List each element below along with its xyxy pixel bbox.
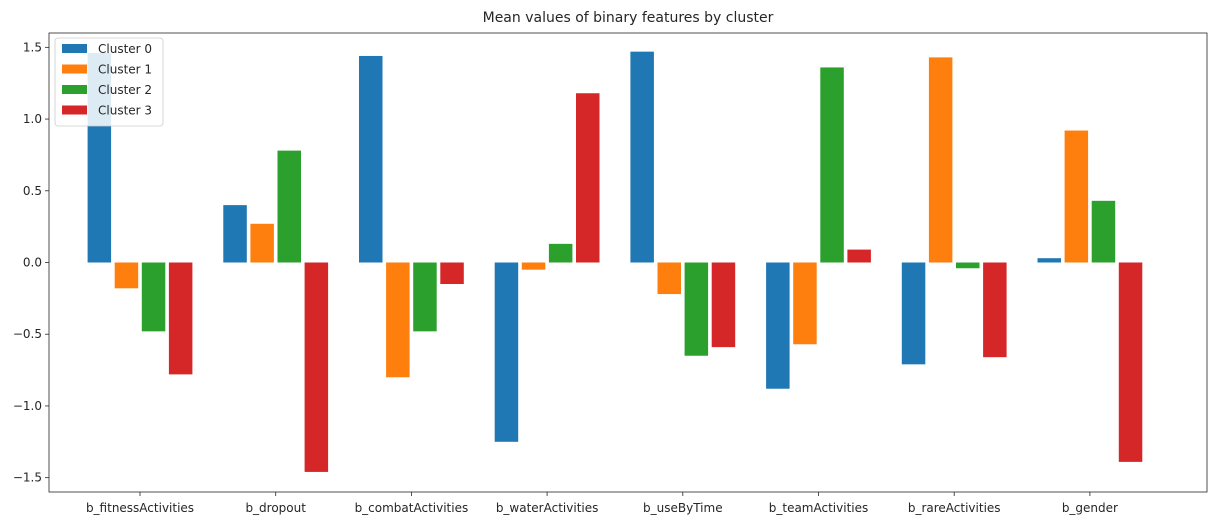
legend-swatch-cluster-1 bbox=[62, 64, 87, 74]
legend: Cluster 0 Cluster 1 Cluster 2 Cluster 3 bbox=[54, 37, 164, 127]
legend-swatch-cluster-2 bbox=[62, 85, 87, 94]
x-axis: b_fitnessActivities b_dropout b_combatActi… bbox=[86, 492, 1118, 515]
bar-cluster-1-b_combatActivities bbox=[386, 262, 410, 378]
x-tick-label: b_combatActivities bbox=[355, 501, 469, 515]
legend-swatch-cluster-0 bbox=[62, 44, 87, 53]
x-tick-label: b_waterActivities bbox=[496, 501, 599, 515]
bar-cluster-0-b_teamActivities bbox=[766, 262, 790, 389]
x-tick-label: b_fitnessActivities bbox=[86, 501, 194, 515]
x-tick-label: b_useByTime bbox=[643, 501, 723, 515]
bar-cluster-3-b_dropout bbox=[304, 262, 329, 472]
y-tick-label: 0.0 bbox=[23, 256, 42, 270]
y-axis: −1.5 −1.0 −0.5 0.0 0.5 1.0 1.5 bbox=[13, 40, 49, 485]
y-tick-label: 0.5 bbox=[23, 184, 42, 198]
legend-box bbox=[54, 37, 164, 127]
legend-label-cluster-1: Cluster 1 bbox=[98, 63, 152, 77]
bar-cluster-0-b_waterActivities bbox=[494, 262, 519, 442]
bar-cluster-1-b_dropout bbox=[250, 223, 274, 263]
bar-cluster-2-b_teamActivities bbox=[820, 67, 844, 263]
bar-cluster-2-b_gender bbox=[1091, 200, 1116, 263]
bar-cluster-1-b_fitnessActivities bbox=[114, 262, 139, 289]
bar-cluster-3-b_waterActivities bbox=[576, 93, 600, 263]
bar-cluster-3-b_gender bbox=[1118, 262, 1143, 462]
bar-cluster-0-b_rareActivities bbox=[901, 262, 926, 365]
bar-cluster-3-b_combatActivities bbox=[440, 262, 464, 285]
bar-cluster-2-b_rareActivities bbox=[956, 262, 980, 269]
legend-label-cluster-0: Cluster 0 bbox=[98, 42, 152, 56]
legend-label-cluster-3: Cluster 3 bbox=[98, 104, 152, 118]
bar-cluster-2-b_useByTime bbox=[684, 262, 709, 356]
bar-cluster-2-b_fitnessActivities bbox=[141, 262, 166, 332]
bar-cluster-0-b_gender bbox=[1037, 258, 1061, 263]
legend-swatch-cluster-3 bbox=[62, 105, 87, 115]
x-tick-label: b_teamActivities bbox=[769, 501, 869, 515]
y-tick-label: −0.5 bbox=[13, 327, 42, 341]
x-tick-label: b_dropout bbox=[245, 501, 306, 515]
bar-cluster-2-b_waterActivities bbox=[548, 243, 573, 263]
chart-title: Mean values of binary features by cluste… bbox=[483, 10, 774, 26]
bar-cluster-1-b_teamActivities bbox=[793, 262, 817, 345]
y-tick-label: 1.0 bbox=[23, 112, 42, 126]
bar-cluster-1-b_waterActivities bbox=[521, 262, 546, 270]
legend-label-cluster-2: Cluster 2 bbox=[98, 83, 152, 97]
bar-cluster-3-b_teamActivities bbox=[847, 249, 871, 263]
bar-cluster-2-b_combatActivities bbox=[413, 262, 437, 332]
bar-cluster-1-b_rareActivities bbox=[928, 57, 953, 263]
y-tick-label: −1.0 bbox=[13, 399, 42, 413]
y-tick-label: −1.5 bbox=[13, 471, 42, 485]
bar-cluster-0-b_useByTime bbox=[630, 51, 654, 263]
x-tick-label: b_gender bbox=[1062, 501, 1118, 515]
bar-cluster-3-b_fitnessActivities bbox=[168, 262, 193, 375]
bar-cluster-3-b_useByTime bbox=[711, 262, 736, 348]
y-tick-label: 1.5 bbox=[23, 40, 42, 54]
bar-cluster-1-b_useByTime bbox=[657, 262, 681, 295]
bar-cluster-0-b_dropout bbox=[223, 205, 247, 263]
bar-cluster-3-b_rareActivities bbox=[983, 262, 1007, 358]
bar-cluster-2-b_dropout bbox=[277, 150, 301, 263]
plot-frame bbox=[48, 32, 1208, 493]
x-tick-label: b_rareActivities bbox=[908, 501, 1001, 515]
bars-group bbox=[87, 51, 1143, 472]
bar-cluster-1-b_gender bbox=[1064, 130, 1089, 263]
bar-cluster-0-b_combatActivities bbox=[359, 55, 383, 263]
